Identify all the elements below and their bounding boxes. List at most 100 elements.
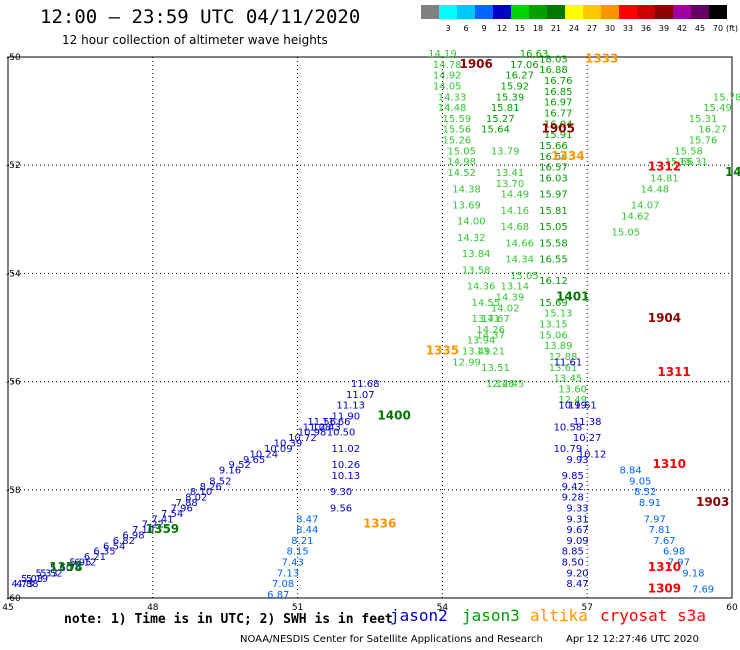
wave-height-value: 16.55 xyxy=(539,255,568,266)
wave-height-value: 6.82 xyxy=(113,536,135,547)
wave-height-value: 7.69 xyxy=(692,585,714,596)
wave-height-value: 15.69 xyxy=(539,298,568,309)
wave-height-value: 11.61 xyxy=(568,401,597,412)
map-title: 12:00 – 23:59 UTC 04/11/2020 xyxy=(40,6,361,28)
scale-label: 42 xyxy=(676,24,688,33)
scale-label: 12 xyxy=(496,24,508,33)
scale-swatch xyxy=(637,5,655,19)
wave-height-value: 14.68 xyxy=(500,222,529,233)
scale-swatch xyxy=(565,5,583,19)
wave-height-value: 10.79 xyxy=(554,444,583,455)
scale-label: 18 xyxy=(532,24,544,33)
pass-time-label: 1358 xyxy=(49,560,82,574)
wave-height-value: 8.15 xyxy=(286,547,308,558)
y-tick-label: -54 xyxy=(6,269,21,279)
wave-height-value: 13.89 xyxy=(544,341,573,352)
wave-height-value: 10.24 xyxy=(249,449,278,460)
wave-height-value: 15.27 xyxy=(486,114,515,125)
plot-frame xyxy=(7,56,733,599)
wave-height-value: 12.46 xyxy=(486,379,515,390)
wave-height-value: 16.85 xyxy=(544,87,573,98)
scale-label: 21 xyxy=(550,24,562,33)
pass-time-label: 1400 xyxy=(377,408,410,422)
wave-height-value: 10.98 xyxy=(298,428,327,439)
wave-height-value: 13.45 xyxy=(554,374,583,385)
y-tick-label: -50 xyxy=(6,53,21,63)
scale-swatch xyxy=(583,5,601,19)
wave-height-value: 15.05 xyxy=(510,271,539,282)
wave-height-value: 14.62 xyxy=(621,211,650,222)
x-tick-label: 51 xyxy=(292,603,303,613)
wave-height-value: 14.55 xyxy=(472,298,501,309)
pass-time-label: 1311 xyxy=(657,365,690,379)
x-tick-label: 48 xyxy=(147,603,159,613)
wave-height-value: 7.96 xyxy=(171,503,193,514)
wave-height-value: 14.38 xyxy=(452,184,481,195)
wave-height-value: 14.78 xyxy=(433,60,462,71)
wave-height-value: 15.66 xyxy=(539,141,568,152)
wave-height-value: 8.47 xyxy=(566,579,588,590)
wave-height-value: 11.28 xyxy=(303,422,332,433)
wave-height-value: 15.49 xyxy=(703,103,732,114)
wave-height-value: 6.98 xyxy=(122,530,144,541)
wave-height-value: 13.94 xyxy=(467,336,496,347)
credit-line: NOAA/NESDIS Center for Satellite Applica… xyxy=(240,634,543,645)
scale-swatch xyxy=(475,5,493,19)
wave-height-value: 13.49 xyxy=(462,347,491,358)
wave-height-value: 11.61 xyxy=(554,357,583,368)
wave-height-value: 9.42 xyxy=(562,482,584,493)
scale-swatch xyxy=(439,5,457,19)
wave-height-value: 16.77 xyxy=(544,109,573,120)
wave-height-value: 8.85 xyxy=(562,547,584,558)
pass-time-label: 1310 xyxy=(653,457,686,471)
wave-height-value: 11.02 xyxy=(332,444,361,455)
wave-height-value: 7.97 xyxy=(644,514,666,525)
legend-altika: altika xyxy=(530,606,588,625)
scale-swatch xyxy=(493,5,511,19)
legend-cryosat: cryosat s3a xyxy=(600,606,706,625)
wave-height-value: 15.06 xyxy=(539,330,568,341)
wave-height-value: 5.52 xyxy=(40,568,62,579)
scale-label: 45 xyxy=(694,24,706,33)
wave-height-value: 16.27 xyxy=(698,125,727,136)
wave-height-value: 16.76 xyxy=(544,76,573,87)
scale-swatch xyxy=(529,5,547,19)
wave-height-value: 13.71 xyxy=(472,314,501,325)
pass-time-label: 1336 xyxy=(363,517,396,531)
wave-height-value: 13.84 xyxy=(462,249,491,260)
wave-height-value: 13.14 xyxy=(500,282,529,293)
wave-height-value: 14.16 xyxy=(500,206,529,217)
wave-height-value: 16.97 xyxy=(544,98,573,109)
wave-height-value: 9.31 xyxy=(566,514,588,525)
wave-height-value: 10.50 xyxy=(327,428,356,439)
scale-label: 36 xyxy=(640,24,652,33)
wave-height-value: 14.48 xyxy=(438,103,467,114)
x-tick-label: 57 xyxy=(581,603,592,613)
wave-height-value: 9.67 xyxy=(566,525,588,536)
y-tick-label: -52 xyxy=(6,161,21,171)
wave-height-value: 9.20 xyxy=(566,568,588,579)
wave-height-value: 15.05 xyxy=(539,222,568,233)
legend-jason3: jason3 xyxy=(462,606,520,625)
pass-time-label: 1333 xyxy=(585,51,618,65)
wave-height-value: 15.81 xyxy=(491,103,520,114)
wave-height-value: 4.73 xyxy=(11,579,33,590)
wave-height-value: 6.87 xyxy=(267,590,289,601)
wave-height-value: 12.49 xyxy=(558,395,587,406)
color-scale-unit: (ft) xyxy=(726,24,739,33)
pass-time-label: 1309 xyxy=(648,582,681,596)
footnote: note: 1) Time is in UTC; 2) SWH is in fe… xyxy=(64,612,393,627)
wave-height-value: 10.09 xyxy=(264,444,293,455)
pass-time-label: 1903 xyxy=(696,495,729,509)
wave-height-value: 9.52 xyxy=(229,460,251,471)
y-tick-label: -56 xyxy=(6,378,21,388)
wave-height-value: 15.05 xyxy=(447,146,476,157)
wave-height-value: 14.05 xyxy=(433,81,462,92)
wave-height-value: 15.58 xyxy=(674,146,703,157)
wave-height-value: 8.47 xyxy=(296,514,318,525)
wave-height-value: 14.48 xyxy=(640,184,669,195)
wave-height-value: 10.43 xyxy=(312,422,341,433)
pass-time-label: 1904 xyxy=(648,311,681,325)
wave-height-value: 8.02 xyxy=(185,493,207,504)
wave-height-value: 10.26 xyxy=(332,460,361,471)
